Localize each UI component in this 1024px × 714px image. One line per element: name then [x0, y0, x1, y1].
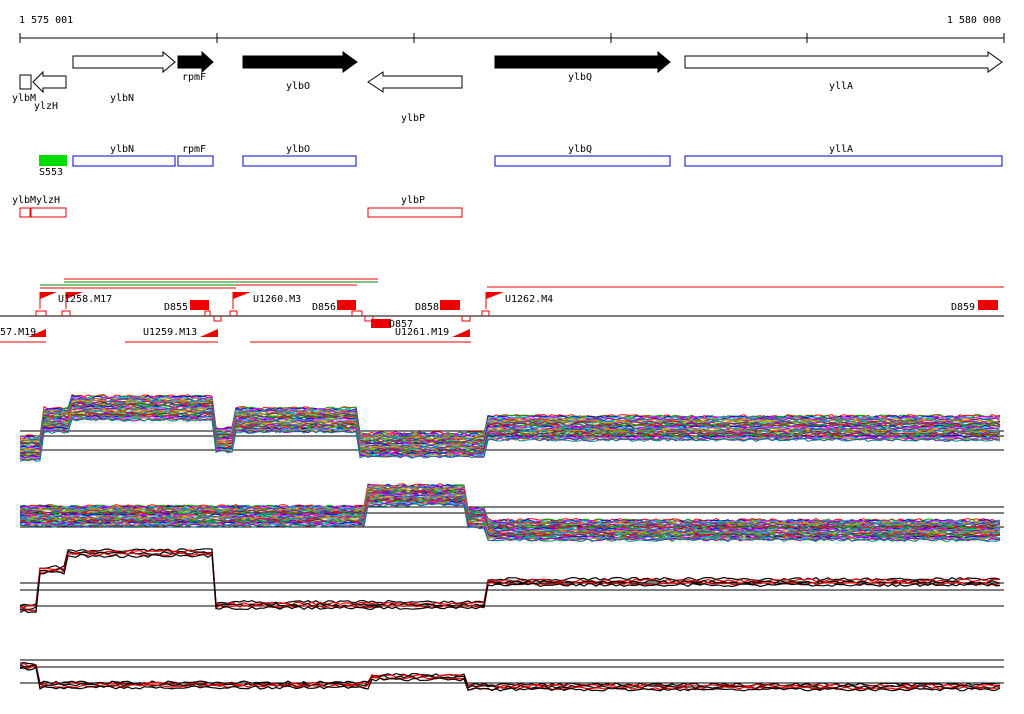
expression-trace: [19, 485, 1001, 525]
feature-label: U1260.M3: [253, 294, 301, 305]
gene-ylbQ[interactable]: ylbQ: [494, 50, 671, 83]
upstream-U1260.M3[interactable]: U1260.M3: [232, 292, 301, 309]
gene-ylbM[interactable]: ylbM: [12, 74, 36, 104]
gene-label: rpmF: [182, 72, 206, 83]
annotation-track-red: ylbM ylzH ylbP: [12, 195, 463, 218]
feature-label: D857: [389, 319, 413, 330]
expression-trace: [19, 403, 1001, 448]
expression-trace: [19, 661, 1001, 687]
gene-label: ylbP: [401, 113, 425, 124]
expression-trace: [19, 417, 1001, 462]
expression-trace: [19, 664, 1001, 690]
feature-label: U1262.M4: [505, 294, 553, 305]
expression-trace: [19, 405, 1001, 449]
red-box-ylzH[interactable]: ylzH: [30, 195, 67, 218]
upstream-U1259.M13[interactable]: U1259.M13: [143, 327, 218, 338]
ruler-end-label: 1 580 000: [947, 15, 1001, 26]
gene-ylbO[interactable]: ylbO: [242, 51, 358, 92]
regulatory-track: U1257.M19 U1258.M17 U1259.M13 U1260.M3 U…: [0, 278, 1004, 343]
gene-ylbN[interactable]: ylbN: [72, 50, 176, 104]
gene-label: ylbQ: [568, 72, 592, 83]
expression-trace: [20, 550, 1001, 611]
upstream-U1261.M19[interactable]: U1261.M19: [395, 327, 470, 338]
expression-trace: [19, 549, 1001, 609]
red-box-ylbP[interactable]: ylbP: [367, 195, 463, 218]
expression-trace: [19, 666, 1001, 692]
downstream-D856[interactable]: D856: [312, 300, 356, 313]
feature-label: D859: [951, 302, 975, 313]
upstream-U1258.M17[interactable]: U1258.M17: [39, 292, 112, 309]
feature-label: D858: [415, 302, 439, 313]
expression-trace: [19, 496, 1001, 536]
gene-arrow-track: ylbM ylzH ylbN rpmF ylbO ylbP ylbQ yllA: [12, 50, 1003, 124]
expression-trace: [19, 548, 1001, 607]
expression-trace: [19, 397, 1001, 441]
feature-label: U1257.M19: [0, 327, 36, 338]
upstream-U1257.M19[interactable]: U1257.M19: [0, 327, 46, 338]
ruler-start-label: 1 575 001: [19, 15, 73, 26]
box-label: ylbM: [12, 195, 36, 206]
downstream-D858[interactable]: D858: [415, 300, 460, 313]
box-label: rpmF: [182, 144, 206, 155]
feature-label: U1261.M19: [395, 327, 449, 338]
box-label: ylbO: [286, 144, 310, 155]
gene-label: ylzH: [34, 101, 58, 112]
downstream-D859[interactable]: D859: [951, 300, 998, 313]
blue-box-ylbQ[interactable]: ylbQ: [494, 144, 671, 167]
gene-label: yllA: [829, 81, 853, 92]
expression-panel-3: [19, 548, 1004, 614]
box-label: yllA: [829, 144, 853, 155]
gene-label: ylbM: [12, 93, 36, 104]
box-label: ylbQ: [568, 144, 592, 155]
expression-trace: [19, 502, 1001, 542]
annotation-track-blue: S553 ylbN rpmF ylbO ylbQ yllA: [39, 144, 1003, 178]
blue-box-yllA[interactable]: yllA: [684, 144, 1003, 167]
blue-box-rpmF[interactable]: rpmF: [177, 144, 214, 167]
red-box-ylbM[interactable]: ylbM: [12, 195, 36, 218]
gene-ylbP[interactable]: ylbP: [367, 71, 463, 124]
expression-trace: [19, 488, 1001, 528]
expression-panel-2: [19, 483, 1004, 543]
gene-label: ylbO: [286, 81, 310, 92]
upstream-U1262.M4[interactable]: U1262.M4: [485, 292, 553, 309]
expression-trace: [19, 553, 1001, 614]
feature-label: D855: [164, 302, 188, 313]
expression-trace: [19, 412, 1001, 457]
expression-trace: [20, 408, 1001, 452]
expression-panel-4: [19, 659, 1004, 692]
feature-label: U1258.M17: [58, 294, 112, 305]
box-label: ylzH: [36, 195, 60, 206]
expression-panel-1: [19, 394, 1004, 462]
downstream-D857[interactable]: D857: [371, 319, 413, 330]
expression-trace: [19, 484, 1001, 524]
gene-rpmF[interactable]: rpmF: [177, 50, 214, 83]
gene-ylzH[interactable]: ylzH: [32, 70, 67, 112]
feature-label: U1259.M13: [143, 327, 197, 338]
feature-label: S553: [39, 167, 63, 178]
downstream-D855[interactable]: D855: [164, 300, 209, 313]
feature-S553[interactable]: S553: [39, 155, 67, 178]
expression-trace: [19, 491, 1001, 531]
expression-trace: [19, 411, 1001, 456]
box-label: ylbP: [401, 195, 425, 206]
feature-label: D856: [312, 302, 336, 313]
gene-yllA[interactable]: yllA: [684, 51, 1003, 92]
expression-trace: [19, 486, 1001, 526]
blue-box-ylbN[interactable]: ylbN: [72, 144, 176, 167]
expression-trace: [19, 503, 1001, 543]
box-label: ylbN: [110, 144, 134, 155]
blue-box-ylbO[interactable]: ylbO: [242, 144, 357, 167]
coordinate-ruler: 1 575 001 1 580 000: [19, 15, 1005, 43]
gene-label: ylbN: [110, 93, 134, 104]
